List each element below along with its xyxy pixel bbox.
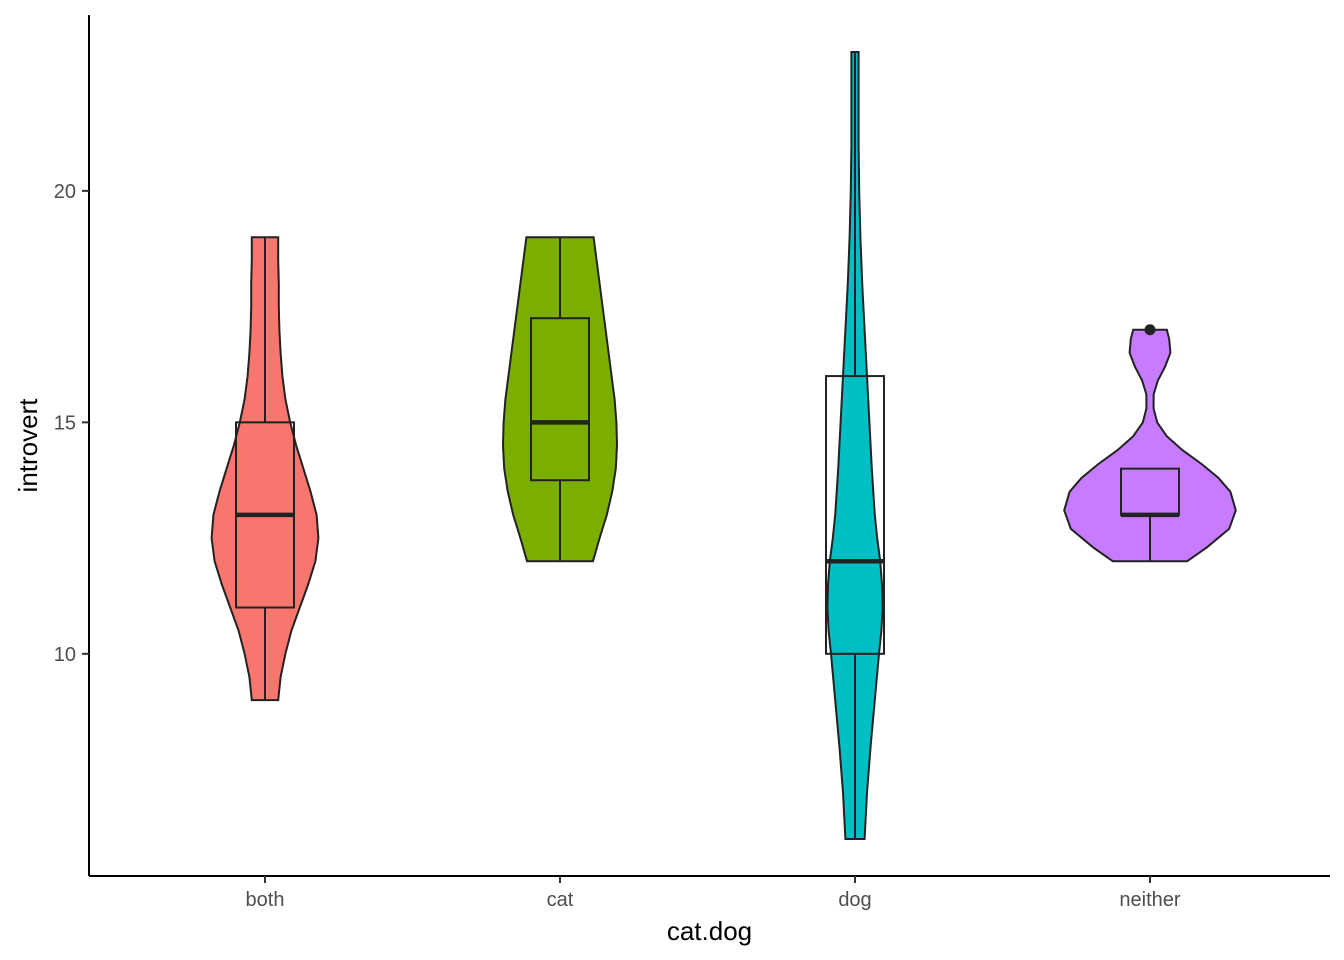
y-tick-label: 20 <box>54 181 76 203</box>
x-tick-label: both <box>246 889 285 911</box>
x-axis-title: cat.dog <box>667 916 752 946</box>
violin-both <box>210 236 320 702</box>
x-tick-label: cat <box>547 889 574 911</box>
x-tick-label: neither <box>1119 889 1180 911</box>
outlier-point-neither <box>1144 324 1156 336</box>
y-axis-title: introvert <box>13 398 43 493</box>
box-dog <box>825 375 885 655</box>
violin-dog <box>826 51 884 840</box>
box-cat <box>530 317 590 482</box>
y-tick-label: 15 <box>54 412 76 434</box>
y-tick-label: 10 <box>54 644 76 666</box>
violin-neither <box>1063 328 1237 563</box>
x-tick-label: dog <box>838 889 871 911</box>
